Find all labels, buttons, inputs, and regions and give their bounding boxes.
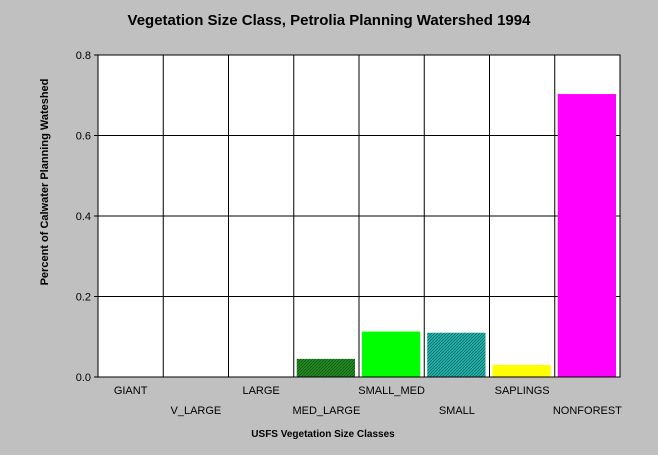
y-tick-labels: 0.0 0.2 0.4 0.6 0.8 <box>76 50 91 384</box>
y-tick-label: 0.8 <box>76 50 91 62</box>
x-axis-label: USFS Vegetation Size Classes <box>251 429 395 440</box>
x-tick-label: GIANT <box>114 385 148 397</box>
y-tick-label: 0.6 <box>76 131 91 143</box>
x-tick-label: V_LARGE <box>171 405 222 417</box>
x-tick-label: SAPLINGS <box>495 385 550 397</box>
bar-nonforest <box>557 94 616 377</box>
bars <box>296 94 616 377</box>
y-tick-label: 0.2 <box>76 292 91 304</box>
chart-title: Vegetation Size Class, Petrolia Planning… <box>127 12 531 29</box>
plot-border <box>97 54 621 378</box>
x-tick-label: MED_LARGE <box>292 405 360 417</box>
bar-hatch <box>296 358 355 377</box>
bar-saplings <box>492 364 551 377</box>
bar-small-med <box>362 331 421 377</box>
bar-hatch <box>427 332 486 377</box>
x-tick-label: NONFOREST <box>553 405 622 417</box>
x-tick-label: LARGE <box>242 385 279 397</box>
y-tick-label: 0.0 <box>76 372 91 384</box>
x-tick-label: SMALL <box>439 405 475 417</box>
x-tick-label: SMALL_MED <box>358 385 425 397</box>
x-tick-labels: GIANT V_LARGE LARGE MED_LARGE SMALL_MED SMALL… <box>114 385 622 417</box>
y-tick-label: 0.4 <box>76 211 91 223</box>
